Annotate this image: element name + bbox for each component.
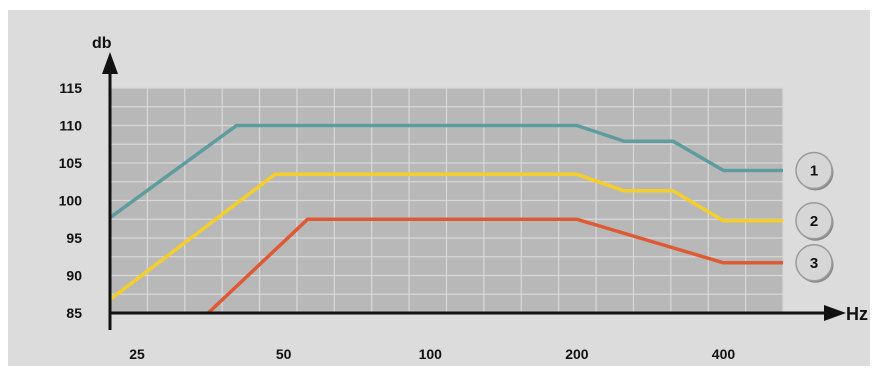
tick-labels: 85 90 95 100 105 110 115 25 50 100 200 400	[59, 80, 736, 362]
x-tick-label: 100	[419, 346, 443, 362]
x-tick-label: 25	[129, 346, 145, 362]
series-line-2	[108, 172, 783, 301]
x-tick-label: 400	[712, 346, 736, 362]
series-line-1	[108, 123, 783, 220]
x-tick-label: 200	[565, 346, 589, 362]
x-tick-label: 50	[276, 346, 292, 362]
y-tick-label: 115	[59, 80, 82, 96]
marker-circle	[795, 202, 833, 240]
y-tick-label: 90	[66, 268, 82, 284]
x-axis-arrow	[824, 305, 846, 321]
marker-circle	[795, 244, 833, 282]
series-markers: 1 2 3	[795, 151, 834, 283]
y-tick-label: 110	[59, 118, 82, 134]
marker-label: 3	[810, 255, 818, 272]
y-axis-label: db	[92, 35, 112, 52]
series-layer	[108, 123, 783, 315]
marker-circle	[795, 151, 833, 190]
y-axis-arrow	[102, 52, 118, 74]
x-axis-label: Hz	[846, 304, 868, 324]
y-tick-label: 85	[66, 305, 82, 321]
axes	[102, 52, 846, 330]
y-tick-label: 95	[66, 230, 82, 246]
series-line-3	[206, 217, 783, 315]
y-tick-label: 105	[59, 155, 83, 171]
marker-label: 1	[810, 163, 818, 180]
marker-label: 2	[810, 213, 818, 230]
y-tick-label: 100	[59, 193, 83, 209]
